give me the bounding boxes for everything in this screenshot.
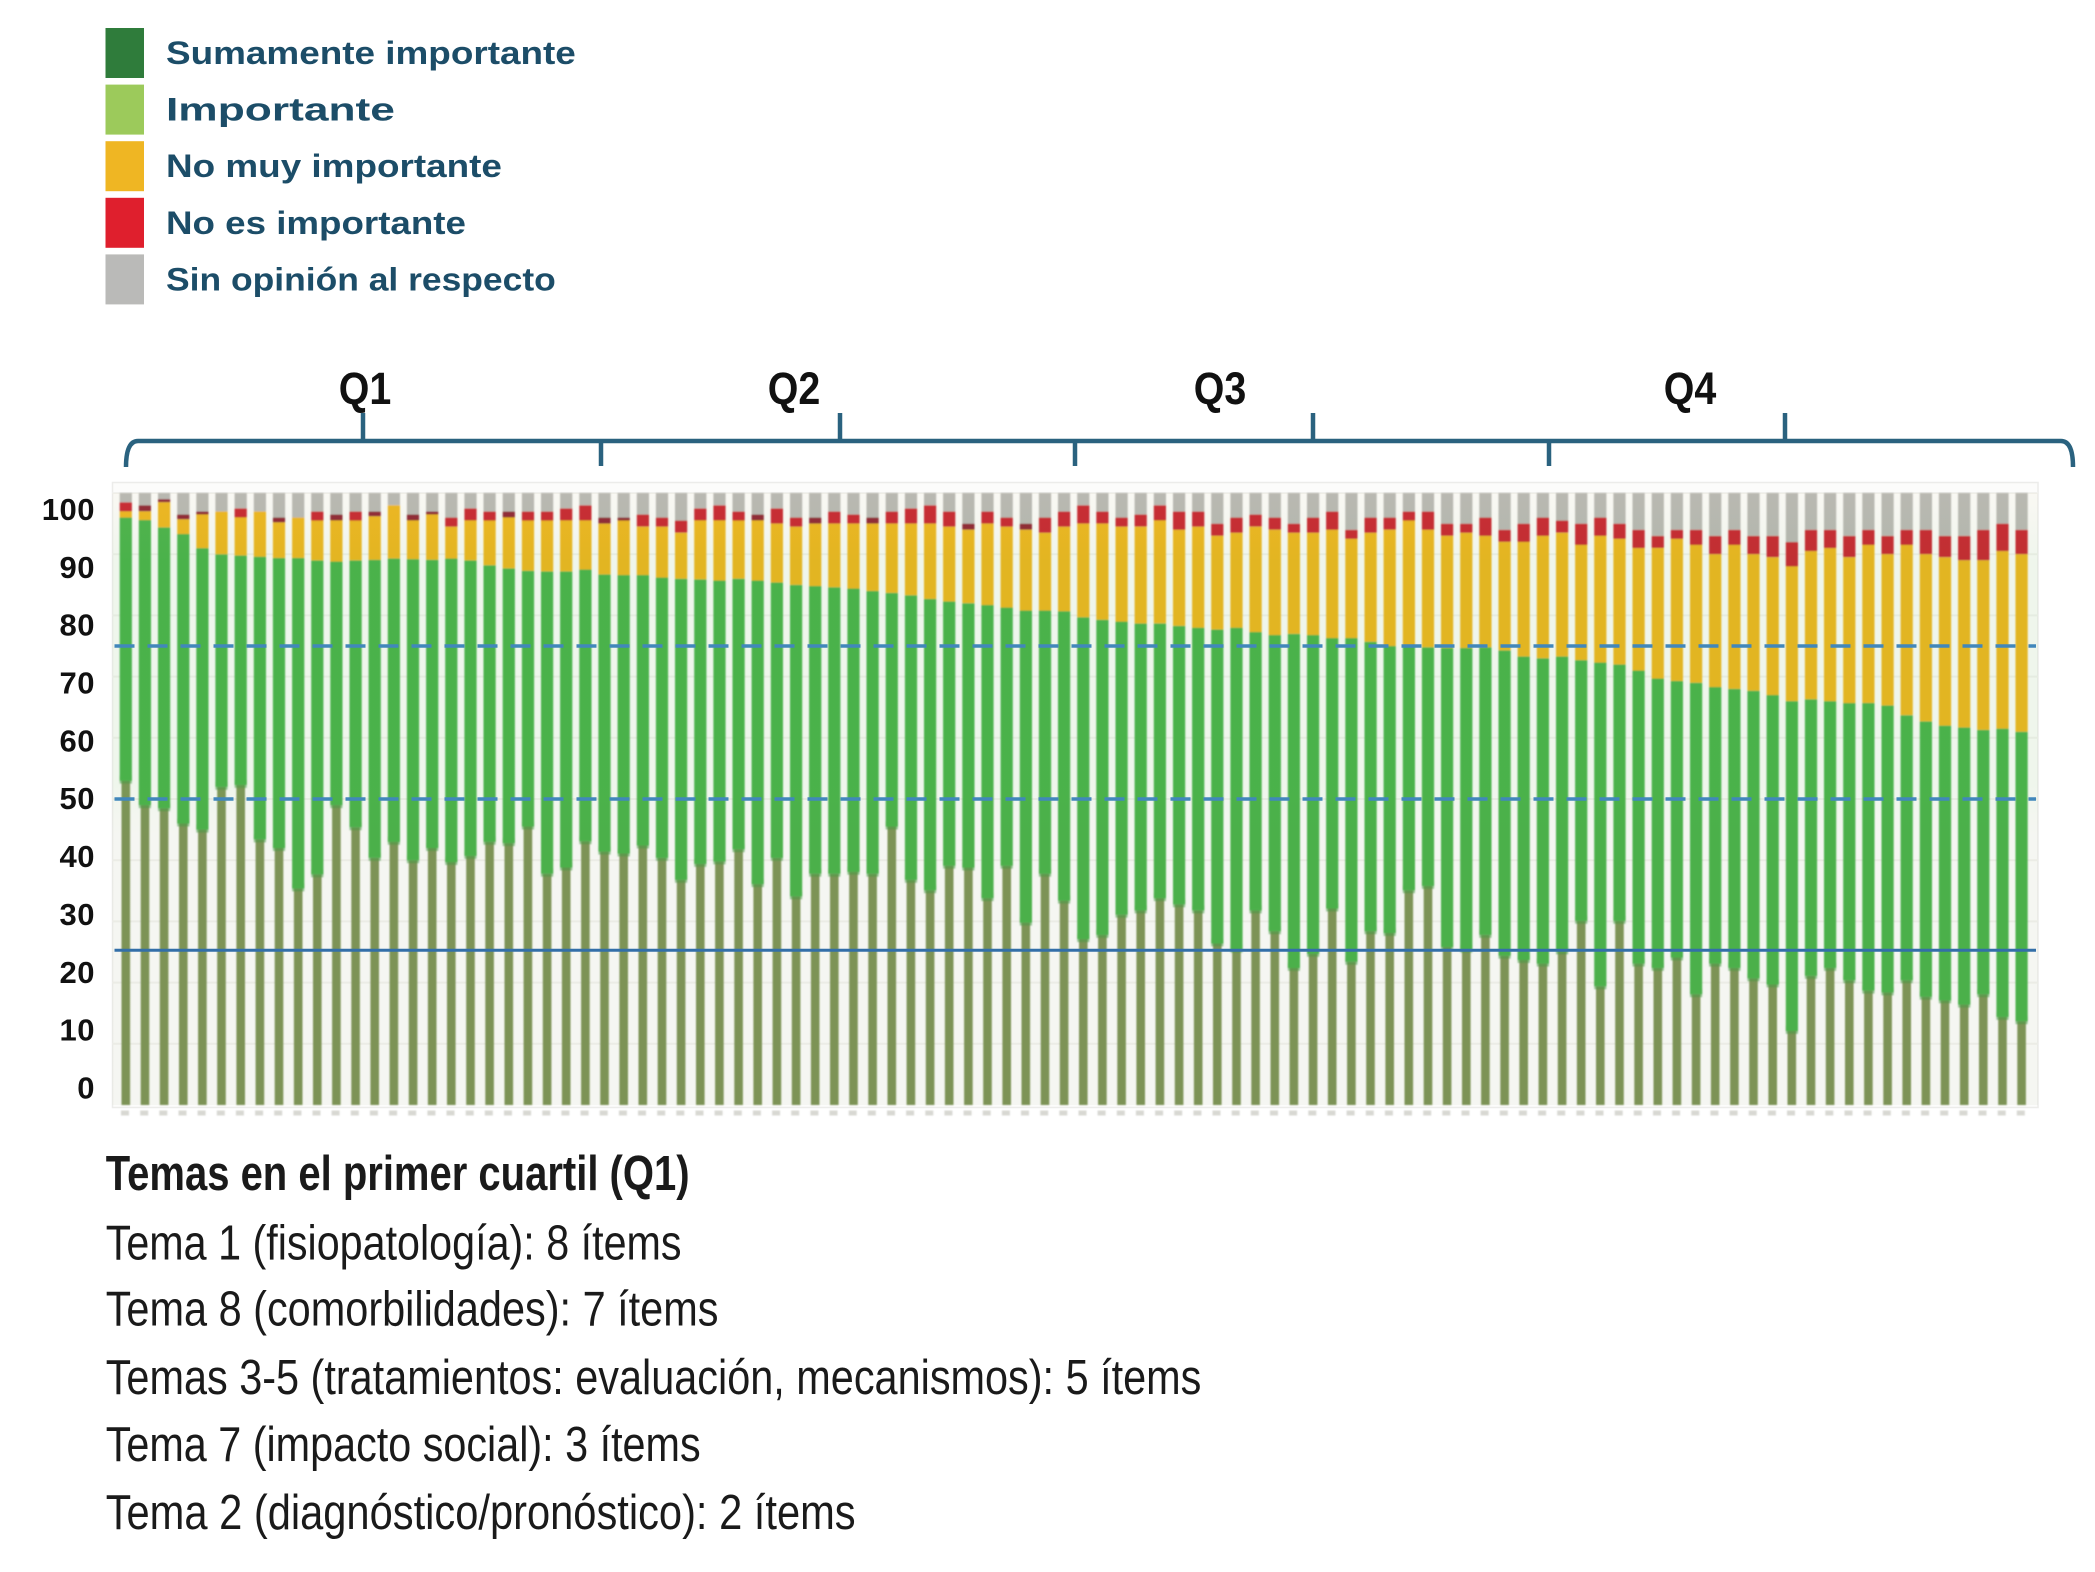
svg-text:40: 40	[60, 839, 95, 874]
svg-text:30: 30	[60, 897, 95, 932]
svg-text:Q1: Q1	[339, 364, 392, 414]
svg-text:10: 10	[60, 1013, 95, 1048]
svg-text:20: 20	[60, 955, 95, 990]
svg-text:Q4: Q4	[1664, 364, 1717, 414]
svg-text:Temas en el primer cuartil (Q1: Temas en el primer cuartil (Q1)	[106, 1147, 690, 1201]
svg-text:70: 70	[60, 666, 95, 701]
svg-text:No es importante: No es importante	[166, 206, 466, 241]
svg-text:Q3: Q3	[1194, 364, 1247, 414]
svg-text:Importante: Importante	[166, 92, 395, 128]
svg-text:50: 50	[60, 781, 95, 816]
svg-text:Temas 3-5 (tratamientos: evalu: Temas 3-5 (tratamientos: evaluación, mec…	[106, 1350, 1202, 1405]
svg-text:Tema 2 (diagnóstico/pronóstico: Tema 2 (diagnóstico/pronóstico): 2 ítems	[106, 1485, 856, 1540]
svg-text:Q2: Q2	[768, 364, 821, 414]
svg-text:0: 0	[77, 1071, 95, 1106]
svg-text:60: 60	[60, 723, 95, 758]
svg-text:Tema 7 (impacto social): 3 íte: Tema 7 (impacto social): 3 ítems	[106, 1417, 701, 1472]
svg-text:Tema 1 (fisiopatología): 8 íte: Tema 1 (fisiopatología): 8 ítems	[106, 1215, 682, 1270]
svg-text:Sin opinión al respecto: Sin opinión al respecto	[166, 262, 556, 298]
svg-text:Tema 8 (comorbilidades): 7 íte: Tema 8 (comorbilidades): 7 ítems	[106, 1281, 719, 1336]
svg-text:Sumamente importante: Sumamente importante	[166, 36, 576, 71]
svg-text:100: 100	[42, 492, 95, 527]
svg-text:80: 80	[60, 608, 95, 643]
svg-text:90: 90	[60, 550, 95, 585]
svg-text:No muy importante: No muy importante	[166, 149, 502, 184]
